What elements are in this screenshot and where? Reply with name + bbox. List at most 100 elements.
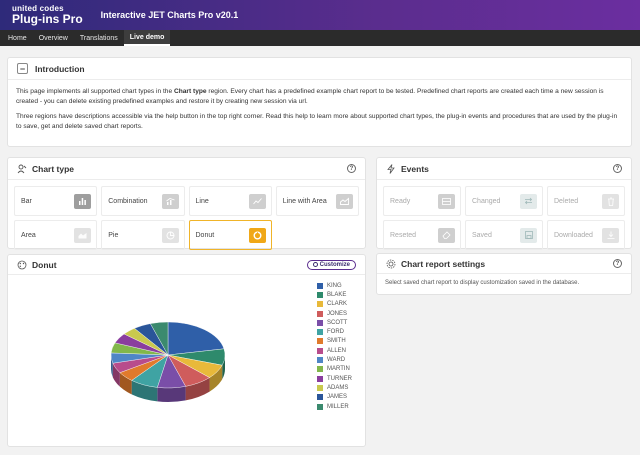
donut-chart-icon bbox=[248, 227, 266, 243]
tile-label: Line with Area bbox=[282, 197, 327, 205]
legend-item[interactable]: JAMES bbox=[317, 393, 352, 402]
chart-type-line-with-area-tile[interactable]: Line with Area bbox=[275, 186, 359, 216]
legend-item[interactable]: CLARK bbox=[317, 300, 352, 309]
nav-home[interactable]: Home bbox=[8, 34, 27, 42]
legend-item[interactable]: ADAMS bbox=[317, 383, 352, 392]
legend-item[interactable]: FORD bbox=[317, 327, 352, 336]
collapse-toggle-button[interactable]: − bbox=[17, 63, 28, 74]
legend-label: MILLER bbox=[327, 403, 349, 410]
legend-label: WARD bbox=[327, 357, 346, 364]
legend-swatch bbox=[317, 338, 323, 345]
chart-type-region: Chart type ? Bar Combination Line Line w… bbox=[7, 157, 366, 250]
event-deleted-tile[interactable]: Deleted bbox=[547, 186, 625, 216]
pie-slice[interactable] bbox=[167, 321, 225, 356]
settings-message: Select saved chart report to display cus… bbox=[385, 280, 580, 286]
legend-swatch bbox=[317, 375, 323, 382]
legend-label: ADAMS bbox=[327, 384, 349, 391]
pie-slice-side bbox=[157, 386, 186, 402]
legend-label: TURNER bbox=[327, 375, 352, 382]
save-icon bbox=[520, 227, 537, 243]
legend-label: FORD bbox=[327, 329, 344, 336]
brand-top-text: united codes bbox=[12, 4, 64, 13]
settings-help-button[interactable]: ? bbox=[613, 259, 622, 268]
eraser-icon bbox=[438, 227, 455, 243]
events-tiles: Ready Changed Deleted Reseted Saved bbox=[377, 180, 631, 256]
pie-slice-side bbox=[119, 372, 132, 395]
legend-item[interactable]: WARD bbox=[317, 355, 352, 364]
tile-label: Changed bbox=[472, 197, 501, 205]
events-region: Events ? Ready Changed Deleted Reseted bbox=[376, 157, 632, 250]
chart-type-tiles: Bar Combination Line Line with Area Area bbox=[8, 180, 365, 256]
legend-item[interactable]: SCOTT bbox=[317, 318, 352, 327]
legend-item[interactable]: SMITH bbox=[317, 337, 352, 346]
legend-label: MARTIN bbox=[327, 366, 350, 373]
events-title: Events bbox=[401, 163, 429, 174]
legend-item[interactable]: MILLER bbox=[317, 402, 352, 411]
main-navigation: Home Overview Translations Live demo bbox=[0, 30, 640, 46]
pie-slice-side bbox=[111, 355, 113, 378]
legend-item[interactable]: MARTIN bbox=[317, 365, 352, 374]
legend-swatch bbox=[317, 310, 323, 317]
brand-logo[interactable]: united codes Plug-ins Pro bbox=[12, 4, 83, 26]
pie-slice[interactable] bbox=[150, 321, 169, 356]
tile-label: Reseted bbox=[390, 231, 417, 239]
event-downloaded-tile[interactable]: Downloaded bbox=[547, 220, 625, 250]
settings-header: Chart report settings ? bbox=[377, 254, 631, 274]
chart-type-bar-tile[interactable]: Bar bbox=[14, 186, 98, 216]
chart-type-help-button[interactable]: ? bbox=[347, 164, 356, 173]
donut-header: Donut Customize bbox=[8, 255, 365, 275]
customize-button[interactable]: Customize bbox=[306, 259, 356, 270]
legend-label: JAMES bbox=[327, 394, 348, 401]
legend-label: CLARK bbox=[327, 301, 348, 308]
pie-slice-side bbox=[222, 355, 225, 380]
line-chart-icon bbox=[248, 193, 266, 209]
legend-item[interactable]: JONES bbox=[317, 309, 352, 318]
ready-icon bbox=[438, 193, 455, 209]
pie-slice-side bbox=[185, 377, 210, 401]
nav-overview[interactable]: Overview bbox=[38, 34, 68, 42]
event-changed-tile[interactable]: Changed bbox=[465, 186, 543, 216]
settings-icon bbox=[386, 259, 396, 269]
line-area-chart-icon bbox=[336, 193, 353, 209]
intro-text-a: This page implements all supported chart… bbox=[16, 88, 174, 95]
download-icon bbox=[602, 227, 619, 243]
chart-type-area-tile[interactable]: Area bbox=[14, 220, 98, 250]
brand-bottom-text: Plug-ins Pro bbox=[12, 12, 83, 26]
bar-chart-icon bbox=[74, 193, 92, 209]
donut-title: Donut bbox=[32, 259, 57, 270]
legend-swatch bbox=[317, 357, 323, 364]
legend-item[interactable]: TURNER bbox=[317, 374, 352, 383]
legend-label: SMITH bbox=[327, 338, 346, 345]
introduction-body: This page implements all supported chart… bbox=[8, 80, 631, 144]
legend-item[interactable]: ALLEN bbox=[317, 346, 352, 355]
nav-translations[interactable]: Translations bbox=[79, 34, 118, 42]
events-header: Events ? bbox=[377, 158, 631, 180]
chart-type-line-tile[interactable]: Line bbox=[188, 186, 272, 216]
pie-slice-side bbox=[131, 380, 158, 402]
event-reseted-tile[interactable]: Reseted bbox=[383, 220, 461, 250]
tile-label: Deleted bbox=[554, 197, 579, 205]
legend-swatch bbox=[317, 394, 323, 401]
nav-live-demo[interactable]: Live demo bbox=[123, 30, 171, 46]
event-saved-tile[interactable]: Saved bbox=[465, 220, 543, 250]
legend-label: ALLEN bbox=[327, 347, 347, 354]
events-help-button[interactable]: ? bbox=[613, 164, 622, 173]
pie-chart-icon bbox=[161, 227, 179, 243]
intro-text-bold: Chart type bbox=[173, 88, 207, 95]
legend-swatch bbox=[317, 319, 323, 326]
chart-type-combination-tile[interactable]: Combination bbox=[101, 186, 185, 216]
legend-item[interactable]: BLAKE bbox=[317, 290, 352, 299]
tile-label: Ready bbox=[390, 197, 411, 205]
area-chart-icon bbox=[74, 227, 92, 243]
introduction-title: Introduction bbox=[35, 63, 85, 74]
donut-chart[interactable] bbox=[68, 277, 318, 447]
chart-type-header: Chart type ? bbox=[8, 158, 365, 180]
lightning-icon bbox=[386, 163, 396, 174]
intro-text-b: region. Every chart has a predefined exa… bbox=[16, 88, 604, 105]
changed-icon bbox=[520, 193, 537, 209]
tile-label: Pie bbox=[108, 231, 119, 239]
legend-item[interactable]: KING bbox=[317, 281, 352, 290]
event-ready-tile[interactable]: Ready bbox=[383, 186, 461, 216]
chart-type-donut-tile[interactable]: Donut bbox=[188, 220, 272, 250]
chart-type-pie-tile[interactable]: Pie bbox=[101, 220, 185, 250]
